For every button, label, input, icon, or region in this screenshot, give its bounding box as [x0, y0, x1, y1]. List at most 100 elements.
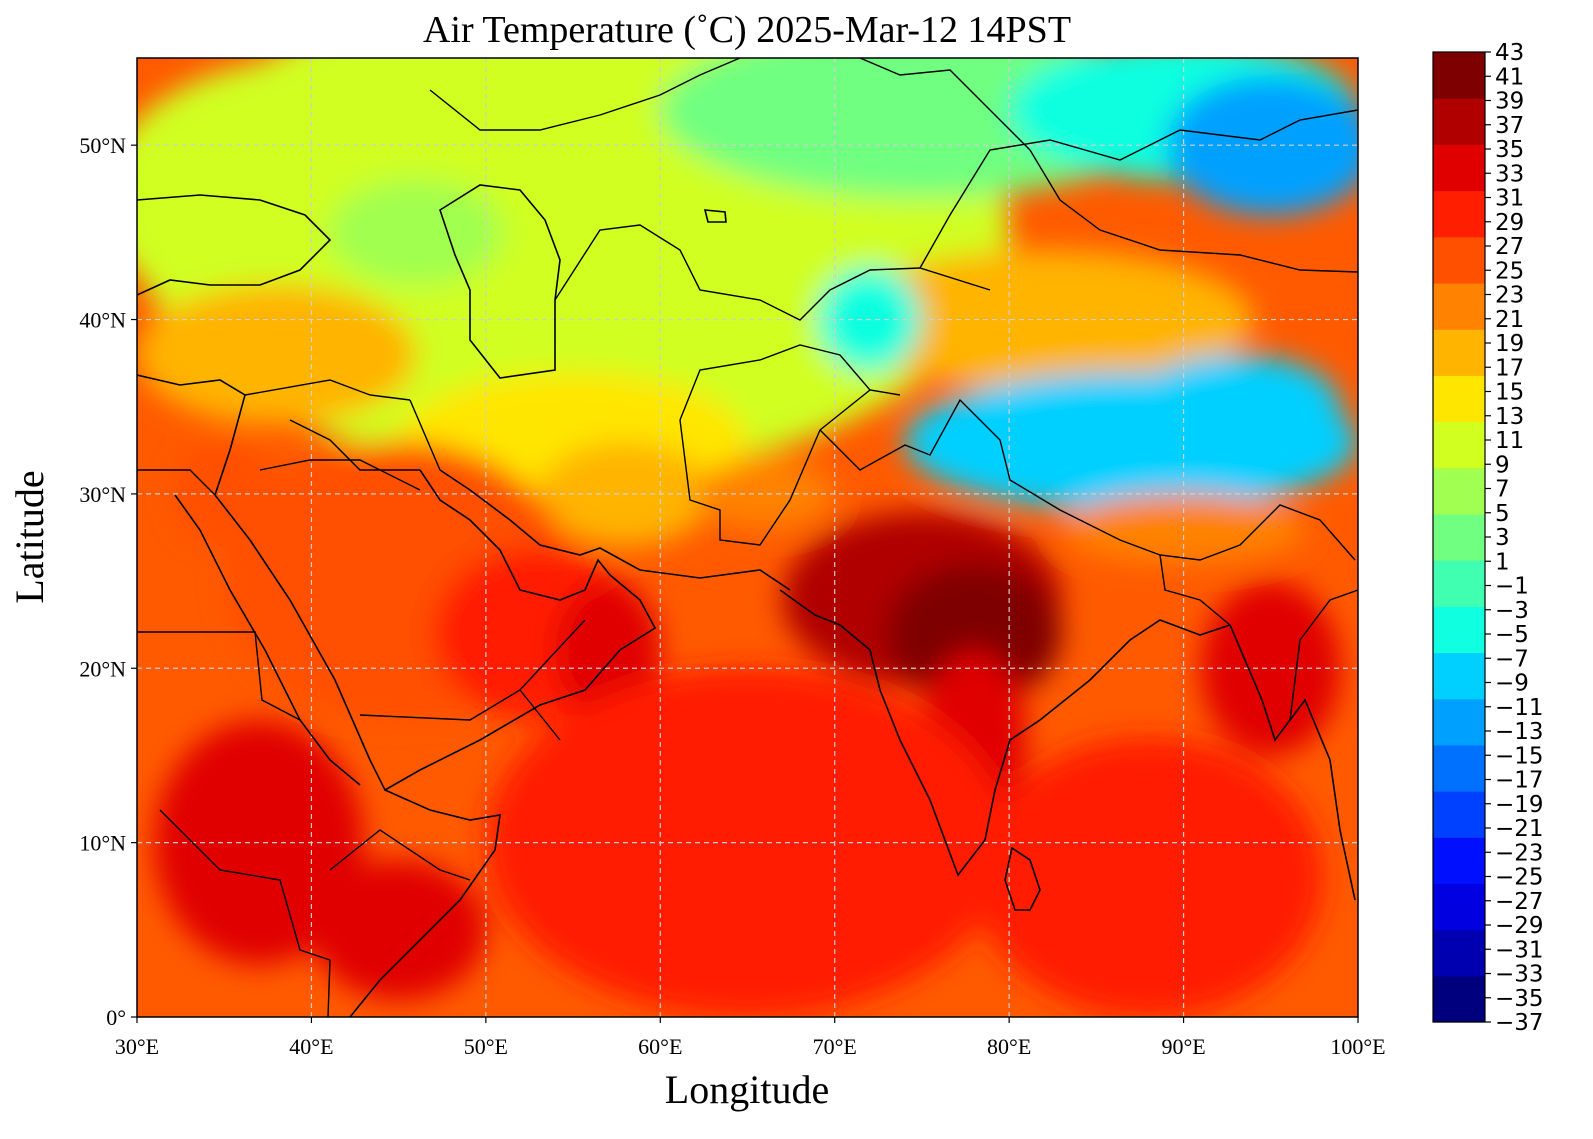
colorbar-tick-label: 37	[1495, 113, 1524, 139]
colorbar-tick-label: 35	[1495, 137, 1524, 163]
colorbar-tick-label: −35	[1495, 986, 1544, 1012]
colorbar-tick-label: 41	[1495, 64, 1524, 90]
colorbar-tick-label: 31	[1495, 186, 1524, 212]
colorbar-tick-label: −5	[1495, 622, 1529, 648]
x-tick-label: 60°E	[638, 1034, 682, 1059]
x-tick-label: 50°E	[464, 1034, 508, 1059]
x-tick-label: 40°E	[289, 1034, 333, 1059]
colorbar-band	[1433, 421, 1485, 469]
colorbar-tick-label: 11	[1495, 428, 1524, 454]
colorbar-ticks: 434139373533312927252321191715131197531−…	[1485, 40, 1544, 1036]
colorbar-band	[1433, 513, 1485, 561]
colorbar-tick-label: 27	[1495, 234, 1524, 260]
colorbar-tick-label: 13	[1495, 404, 1524, 430]
colorbar-tick-label: −23	[1495, 840, 1544, 866]
x-axis-title: Longitude	[665, 1067, 829, 1112]
colorbar-tick-label: −11	[1495, 695, 1544, 721]
temperature-region-21	[311, 860, 486, 1000]
grid-lines	[137, 58, 1358, 1017]
colorbar-band	[1433, 837, 1485, 885]
y-tick-label: 0°	[106, 1005, 126, 1030]
temperature-region-3	[520, 145, 870, 355]
colorbar-band	[1433, 560, 1485, 607]
colorbar-tick-label: 21	[1495, 307, 1524, 333]
x-tick-label: 90°E	[1161, 1034, 1205, 1059]
chart-title: Air Temperature (˚C) 2025-Mar-12 14PST	[423, 9, 1071, 51]
colorbar-band	[1433, 190, 1485, 238]
y-tick-label: 10°N	[79, 831, 126, 856]
colorbar-tick-label: −27	[1495, 889, 1544, 915]
x-tick-label: 100°E	[1330, 1034, 1385, 1059]
y-tick-label: 40°N	[79, 308, 126, 333]
country-borders	[137, 58, 1358, 1017]
colorbar-tick-label: −33	[1495, 962, 1544, 988]
colorbar-tick-label: 9	[1495, 452, 1510, 478]
colorbar-tick-label: 15	[1495, 380, 1524, 406]
colorbar-band	[1433, 975, 1485, 1023]
plot-frame	[136, 57, 1359, 1018]
colorbar-tick-label: −13	[1495, 719, 1544, 745]
colorbar-tick-label: 29	[1495, 210, 1524, 236]
colorbar-tick-label: −19	[1495, 792, 1544, 818]
colorbar-tick-label: −37	[1495, 1010, 1544, 1036]
colorbar-tick-label: 7	[1495, 477, 1510, 503]
colorbar-tick-label: 23	[1495, 283, 1524, 309]
colorbar-band	[1433, 606, 1485, 654]
colorbar-band	[1433, 652, 1485, 700]
colorbar-tick-label: 43	[1495, 40, 1524, 66]
y-axis-ticks: 0° 10°N 20°N 30°N 40°N 50°N	[79, 133, 137, 1030]
colorbar-bands	[1433, 52, 1485, 1023]
colorbar-tick-label: 5	[1495, 501, 1510, 527]
colorbar-band	[1433, 329, 1485, 376]
temperature-region-22	[485, 668, 1010, 1017]
x-tick-label: 80°E	[987, 1034, 1031, 1059]
colorbar: 434139373533312927252321191715131197531−…	[1432, 40, 1544, 1036]
temperature-region-9	[1131, 354, 1341, 460]
temperature-region-23	[974, 738, 1324, 1017]
map-plot-area[interactable]	[102, 0, 1375, 1017]
x-axis-ticks: 30°E 40°E 50°E 60°E 70°E 80°E 90°E 100°E	[115, 1017, 1386, 1059]
colorbar-band	[1433, 375, 1485, 423]
y-tick-label: 20°N	[79, 656, 126, 681]
colorbar-tick-label: 39	[1495, 89, 1524, 115]
colorbar-tick-label: −15	[1495, 743, 1544, 769]
colorbar-tick-label: −7	[1495, 646, 1529, 672]
y-axis-title: Latitude	[7, 470, 52, 603]
colorbar-band	[1433, 467, 1485, 515]
y-tick-label: 30°N	[79, 482, 126, 507]
colorbar-band	[1433, 929, 1485, 977]
colorbar-tick-label: −25	[1495, 865, 1544, 891]
temperature-region-27	[171, 441, 277, 547]
colorbar-band	[1433, 144, 1485, 192]
colorbar-tick-label: −3	[1495, 598, 1529, 624]
colorbar-tick-label: −29	[1495, 913, 1544, 939]
coastlines	[137, 184, 1356, 1017]
colorbar-tick-label: −9	[1495, 671, 1529, 697]
colorbar-tick-label: −17	[1495, 768, 1544, 794]
temperature-field	[137, 58, 1358, 1017]
temperature-region-7	[834, 249, 1254, 390]
colorbar-band	[1433, 236, 1485, 284]
colorbar-tick-label: 25	[1495, 258, 1524, 284]
colorbar-tick-label: 3	[1495, 525, 1510, 551]
colorbar-band	[1433, 98, 1485, 145]
x-tick-label: 70°E	[813, 1034, 857, 1059]
colorbar-band	[1433, 282, 1485, 330]
colorbar-tick-label: −31	[1495, 937, 1544, 963]
colorbar-band	[1433, 698, 1485, 746]
colorbar-band	[1433, 52, 1485, 99]
colorbar-band	[1433, 883, 1485, 931]
colorbar-tick-label: −21	[1495, 816, 1544, 842]
temperature-region-2	[137, 284, 417, 425]
y-tick-label: 50°N	[79, 133, 126, 158]
colorbar-tick-label: 17	[1495, 355, 1524, 381]
colorbar-tick-label: 33	[1495, 161, 1524, 187]
colorbar-band	[1433, 744, 1485, 792]
colorbar-tick-label: 1	[1495, 549, 1510, 575]
colorbar-band	[1433, 791, 1485, 838]
temperature-region-24	[328, 180, 504, 285]
colorbar-tick-label: 19	[1495, 331, 1524, 357]
temperature-region-19	[1201, 581, 1341, 756]
x-tick-label: 30°E	[115, 1034, 159, 1059]
